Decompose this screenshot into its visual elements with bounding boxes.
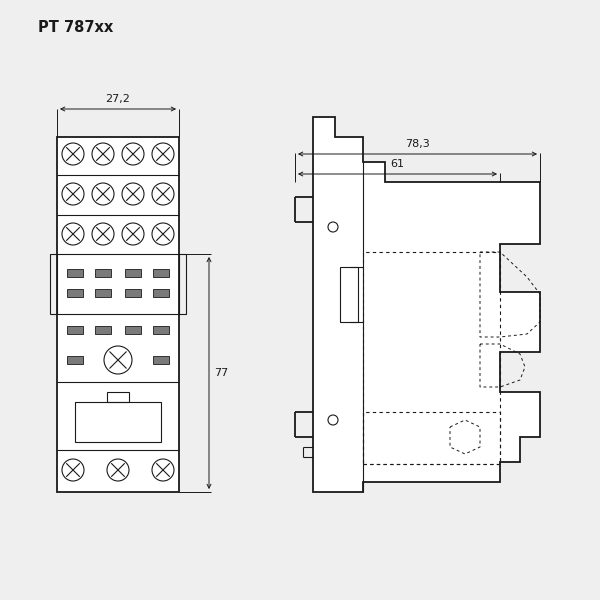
Bar <box>67 326 83 334</box>
Text: 77: 77 <box>214 368 228 378</box>
Bar <box>153 289 169 297</box>
Circle shape <box>107 459 129 481</box>
Bar <box>363 252 500 464</box>
Circle shape <box>122 183 144 205</box>
Bar <box>107 392 129 402</box>
Bar <box>153 269 169 277</box>
Text: PT 787xx: PT 787xx <box>38 20 113 35</box>
Bar <box>125 269 141 277</box>
Circle shape <box>104 346 132 374</box>
Circle shape <box>92 183 114 205</box>
Bar <box>179 254 186 314</box>
Circle shape <box>122 223 144 245</box>
Bar <box>95 269 111 277</box>
Bar <box>57 137 179 492</box>
Bar <box>50 254 57 314</box>
Circle shape <box>62 183 84 205</box>
Bar <box>95 326 111 334</box>
Circle shape <box>122 143 144 165</box>
Circle shape <box>152 459 174 481</box>
Bar <box>153 356 169 364</box>
Circle shape <box>328 222 338 232</box>
Bar <box>153 326 169 334</box>
Circle shape <box>152 143 174 165</box>
Circle shape <box>92 223 114 245</box>
Bar <box>125 326 141 334</box>
Circle shape <box>62 143 84 165</box>
Circle shape <box>62 223 84 245</box>
Bar <box>340 267 358 322</box>
Bar <box>67 269 83 277</box>
Bar <box>67 289 83 297</box>
Text: 61: 61 <box>391 159 404 169</box>
Text: 27,2: 27,2 <box>106 94 130 104</box>
Text: 78,3: 78,3 <box>405 139 430 149</box>
Bar <box>75 402 161 442</box>
Polygon shape <box>313 117 540 492</box>
Bar <box>125 289 141 297</box>
Circle shape <box>152 183 174 205</box>
Circle shape <box>152 223 174 245</box>
Circle shape <box>92 143 114 165</box>
Bar <box>363 412 500 464</box>
Circle shape <box>328 415 338 425</box>
Circle shape <box>62 459 84 481</box>
Bar <box>67 356 83 364</box>
Bar <box>95 289 111 297</box>
